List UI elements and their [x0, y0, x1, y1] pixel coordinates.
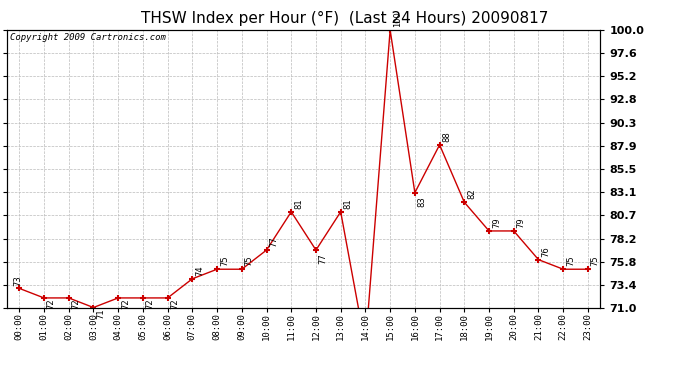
Text: 75: 75: [566, 256, 575, 267]
Text: 100: 100: [393, 12, 402, 27]
Text: Copyright 2009 Cartronics.com: Copyright 2009 Cartronics.com: [10, 33, 166, 42]
Text: 77: 77: [269, 237, 278, 247]
Text: 72: 72: [121, 298, 130, 309]
Text: 75: 75: [591, 256, 600, 267]
Text: 76: 76: [541, 246, 550, 257]
Text: 74: 74: [195, 266, 204, 276]
Text: 72: 72: [170, 298, 179, 309]
Text: 71: 71: [96, 308, 105, 319]
Text: 75: 75: [220, 256, 229, 267]
Text: THSW Index per Hour (°F)  (Last 24 Hours) 20090817: THSW Index per Hour (°F) (Last 24 Hours)…: [141, 11, 549, 26]
Text: 81: 81: [344, 198, 353, 209]
Text: 77: 77: [319, 253, 328, 264]
Text: 72: 72: [146, 298, 155, 309]
Text: 79: 79: [492, 217, 501, 228]
Text: 72: 72: [47, 298, 56, 309]
Text: 88: 88: [442, 131, 451, 142]
Text: 75: 75: [244, 256, 253, 267]
Text: 72: 72: [72, 298, 81, 309]
Text: 79: 79: [517, 217, 526, 228]
Text: 82: 82: [467, 189, 476, 200]
Text: 81: 81: [294, 198, 303, 209]
Text: 83: 83: [417, 196, 426, 207]
Text: 73: 73: [14, 275, 23, 286]
Text: 67: 67: [0, 374, 1, 375]
